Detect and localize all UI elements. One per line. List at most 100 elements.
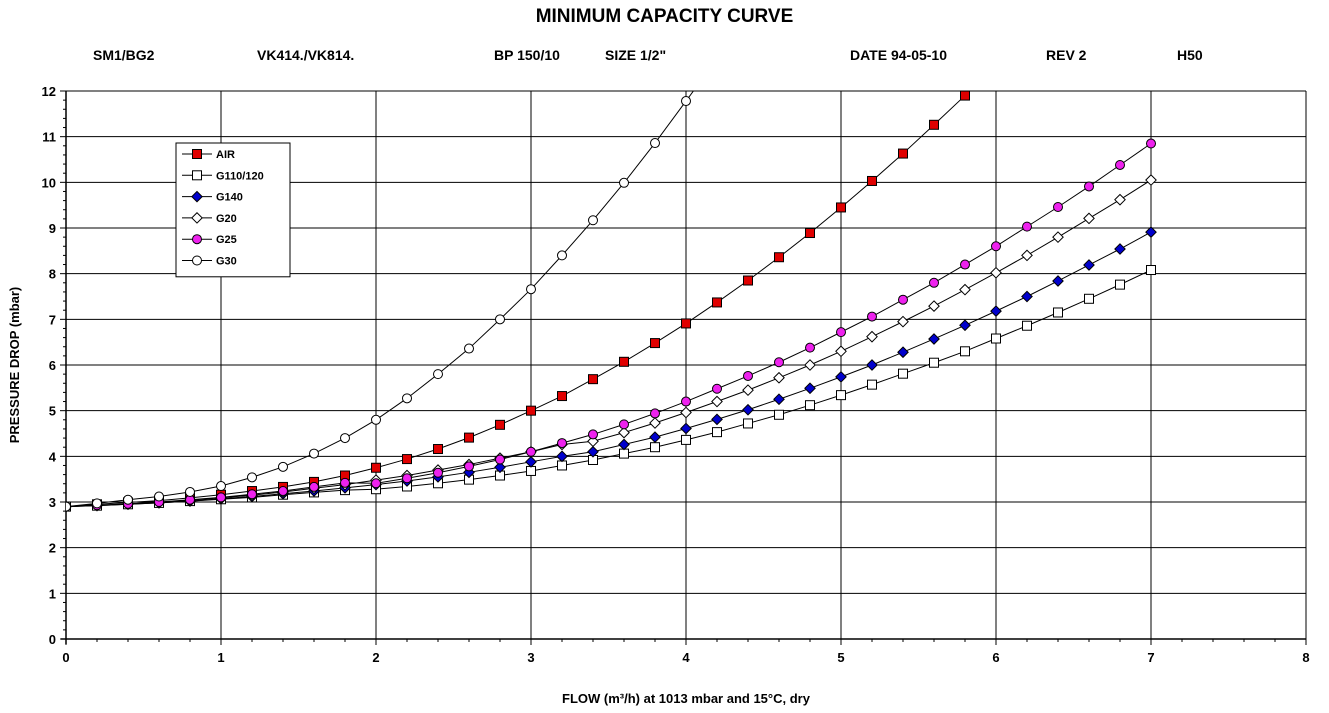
data-point (433, 467, 443, 478)
legend-marker (192, 149, 202, 159)
data-point (557, 460, 567, 471)
data-point (402, 393, 412, 404)
y-tick-label: 9 (49, 221, 56, 236)
series-line (66, 91, 694, 508)
legend-marker (191, 190, 203, 203)
data-point (619, 177, 629, 188)
series-g25 (66, 138, 1156, 512)
data-point (929, 119, 939, 130)
data-point (1053, 201, 1063, 212)
y-tick-label: 2 (49, 541, 56, 556)
data-point (494, 461, 506, 474)
data-point (898, 368, 908, 379)
x-tick-label: 3 (527, 650, 534, 665)
data-point (556, 450, 568, 463)
data-point (526, 465, 536, 476)
data-point (805, 342, 815, 353)
header-size: SIZE 1/2" (605, 47, 667, 63)
legend-entry: G140 (182, 190, 243, 204)
legend-label: G20 (216, 213, 237, 225)
data-point (649, 417, 661, 429)
data-point (618, 438, 630, 451)
series-line (66, 269, 1152, 508)
data-point (1084, 181, 1094, 192)
data-point (835, 370, 847, 383)
data-point (1021, 290, 1033, 303)
data-point (526, 405, 536, 416)
data-point (681, 96, 691, 107)
data-point (773, 393, 785, 406)
data-point (712, 427, 722, 438)
data-point (1022, 320, 1032, 331)
data-point (711, 413, 723, 426)
data-point (650, 138, 660, 149)
legend-label: G30 (216, 256, 237, 268)
data-point (1052, 275, 1064, 287)
y-tick-label: 10 (42, 175, 56, 190)
y-tick-label: 8 (49, 267, 56, 282)
legend-marker (192, 234, 202, 245)
data-point (960, 346, 970, 357)
data-point (743, 275, 753, 286)
data-point (991, 241, 1001, 252)
data-point (587, 445, 599, 458)
data-point (774, 409, 784, 420)
data-point (866, 330, 878, 343)
y-tick-label: 1 (49, 586, 56, 601)
data-point (991, 333, 1001, 344)
legend-marker (191, 212, 203, 224)
data-point (897, 315, 909, 328)
header-rev: REV 2 (1046, 47, 1087, 63)
data-point (960, 91, 970, 101)
data-point (650, 408, 660, 419)
data-point (867, 311, 877, 322)
data-point (680, 406, 692, 419)
x-tick-label: 1 (217, 650, 224, 665)
data-point (836, 202, 846, 213)
data-point (247, 489, 257, 500)
data-point (464, 432, 474, 443)
legend-entry: AIR (182, 149, 235, 161)
data-point (774, 252, 784, 263)
legend-label: G110/120 (216, 170, 264, 182)
data-point (990, 266, 1002, 279)
data-point (1022, 221, 1032, 232)
legend-label: G140 (216, 192, 243, 204)
data-point (619, 356, 629, 367)
series-line (66, 143, 1152, 508)
x-axis-label: FLOW (m³/h) at 1013 mbar and 15°C, dry (562, 691, 811, 706)
data-point (216, 492, 226, 503)
data-point (805, 400, 815, 411)
y-tick-label: 5 (49, 404, 56, 419)
y-tick-label: 12 (42, 84, 56, 99)
data-point (588, 374, 598, 385)
data-point (1114, 193, 1126, 206)
x-tick-label: 5 (837, 650, 844, 665)
data-point (247, 472, 257, 483)
data-point (464, 461, 474, 472)
series-g110-120 (66, 265, 1156, 512)
data-point (588, 215, 598, 226)
y-axis-label: PRESSURE DROP (mbar) (7, 287, 22, 444)
data-point (836, 390, 846, 401)
data-point (929, 277, 939, 288)
data-point (309, 448, 319, 459)
data-point (1145, 174, 1157, 186)
data-point (711, 395, 723, 408)
data-point (433, 369, 443, 380)
header-valve: VK414./VK814. (257, 47, 355, 63)
data-point (340, 477, 350, 488)
y-tick-label: 6 (49, 358, 56, 373)
data-point (216, 481, 226, 492)
legend-entry: G110/120 (182, 170, 264, 182)
data-point (1053, 307, 1063, 318)
x-tick-label: 7 (1147, 650, 1154, 665)
data-point (154, 491, 164, 502)
data-point (557, 250, 567, 261)
data-point (557, 391, 567, 402)
data-point (959, 283, 971, 296)
data-point (185, 486, 195, 497)
series-g30 (66, 91, 694, 512)
